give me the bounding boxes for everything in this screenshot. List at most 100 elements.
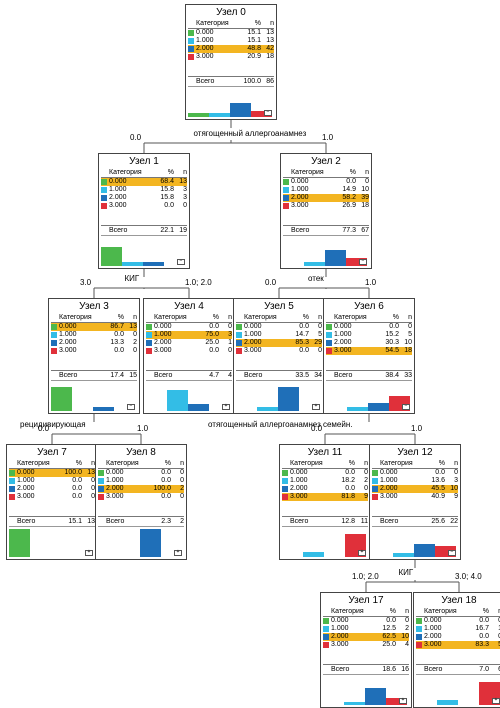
category-swatch: [372, 470, 378, 476]
category-label: 0.000: [331, 617, 349, 624]
expand-icon[interactable]: +: [85, 550, 93, 556]
collapse-icon[interactable]: −: [177, 259, 185, 265]
tree-node[interactable]: Узел 3 Категория% n 0.000 86.7 13 1.000 0.0 0 2.0…: [48, 298, 140, 414]
percent-value: 45.5: [431, 485, 445, 492]
total-label: Всего: [424, 666, 443, 673]
table-row: 3.000 0.0 0: [236, 347, 322, 355]
tree-node[interactable]: Узел 2 Категория% n 0.000 0.0 0 1.000 14.9 10 2.0…: [280, 153, 372, 269]
collapse-icon[interactable]: −: [264, 110, 272, 116]
category-label: 3.000: [244, 347, 262, 354]
bar-2.000: [188, 404, 209, 411]
category-label: 2.000: [290, 485, 308, 492]
category-swatch: [236, 340, 242, 346]
category-label: 2.000: [59, 339, 77, 346]
count-value: 0: [454, 469, 458, 476]
header-cat: Категория: [290, 460, 323, 467]
tree-node[interactable]: Узел 8 Категория% n 0.000 0.0 0 1.000 0.0 0 2.000…: [95, 444, 187, 560]
category-swatch: [236, 332, 242, 338]
count-value: 42: [266, 45, 274, 52]
category-swatch: [326, 348, 332, 354]
table-row: 2.000 100.0 2: [98, 485, 184, 493]
table-row: 3.000 0.0 0: [9, 493, 95, 501]
expand-icon[interactable]: +: [399, 698, 407, 704]
tree-node[interactable]: Узел 18Категория%n0.0000.001.00016.712.0…: [413, 592, 500, 708]
expand-icon[interactable]: +: [358, 550, 366, 556]
category-swatch: [323, 618, 329, 624]
category-label: 1.000: [109, 186, 127, 193]
category-swatch: [98, 494, 104, 500]
tree-node[interactable]: Узел 4 Категория% n 0.000 0.0 0 1.000 75.0 3 2.00…: [143, 298, 235, 414]
category-swatch: [416, 618, 422, 624]
category-label: 1.000: [196, 37, 214, 44]
bar-1.000: [304, 261, 325, 266]
total-label: Всего: [331, 666, 350, 673]
expand-icon[interactable]: +: [222, 404, 230, 410]
category-swatch: [9, 478, 15, 484]
header-pct: %: [75, 460, 82, 467]
percent-value: 62.5: [382, 633, 396, 640]
expand-icon[interactable]: +: [174, 550, 182, 556]
tree-node[interactable]: Узел 0 Категория% n 0.000 15.1 13 1.000 15.1 13 2…: [185, 4, 277, 120]
tree-node[interactable]: Узел 5 Категория% n 0.000 0.0 0 1.000 14.7 5 2.00…: [233, 298, 325, 414]
tree-node[interactable]: Узел 17 Категория% n 0.000 0.0 0 1.000 12.5 2 2.0…: [320, 592, 412, 708]
table-row: 0.000 0.0 0: [282, 469, 368, 477]
bar-1.000: [167, 390, 188, 411]
node-title: Узел 7: [37, 447, 67, 458]
expand-icon[interactable]: +: [492, 698, 500, 704]
tree-node[interactable]: Узел 1 Категория% n 0.000 68.4 13 1.000 15.8 3 2.…: [98, 153, 190, 269]
percent-value: 100.0: [64, 469, 82, 476]
category-label: 1.000: [291, 186, 309, 193]
count-value: 9: [364, 493, 368, 500]
count-value: 18: [361, 202, 369, 209]
count-value: 0: [365, 178, 369, 185]
table-row: 1.000 0.0 0: [51, 331, 137, 339]
total-row: Всего 17.4 15: [51, 370, 137, 380]
total-row: Всего 22.1 19: [101, 225, 187, 235]
percent-value: 0.0: [299, 347, 309, 354]
split-label: отек: [308, 274, 324, 283]
branch-label: 0.0: [265, 278, 277, 287]
count-value: 5: [408, 331, 412, 338]
table-header: Категория% n: [372, 460, 458, 469]
node-bar-chart: −: [188, 86, 274, 117]
bar-1.000: [393, 553, 414, 557]
header-pct: %: [349, 169, 356, 176]
category-swatch: [101, 195, 107, 201]
split-label: рецидивирующая: [20, 420, 86, 429]
tree-node[interactable]: Узел 12 Категория% n 0.000 0.0 0 1.000 13.6 3 2.0…: [369, 444, 461, 560]
expand-icon[interactable]: +: [312, 404, 320, 410]
header-cat: Категория: [17, 460, 50, 467]
count-value: 13: [266, 37, 274, 44]
tree-node[interactable]: Узел 7 Категория% n 0.000 100.0 13 1.000 0.0 0 2.…: [6, 444, 98, 560]
count-value: 3: [228, 331, 232, 338]
percent-value: 58.2: [342, 194, 356, 201]
category-swatch: [282, 470, 288, 476]
bar-2.000: [368, 402, 389, 411]
table-row: 0.000 0.0 0: [372, 469, 458, 477]
bar-2.000: [140, 529, 161, 557]
header-n: n: [489, 608, 500, 616]
collapse-icon[interactable]: −: [448, 550, 456, 556]
collapse-icon[interactable]: −: [359, 259, 367, 265]
header-n: n: [408, 314, 412, 321]
tree-node[interactable]: Узел 6 Категория% n 0.000 0.0 0 1.000 15.2 5 2.00…: [323, 298, 415, 414]
collapse-icon[interactable]: −: [127, 404, 135, 410]
branch-label: 0.0: [38, 424, 50, 433]
table-row: 1.000 18.2 2: [282, 477, 368, 485]
percent-value: 15.1: [247, 37, 261, 44]
percent-value: 100.0: [153, 485, 171, 492]
split-label: отягощенный аллергоанамнез семейн.: [208, 420, 353, 429]
category-swatch: [283, 195, 289, 201]
tree-node[interactable]: Узел 11 Категория% n 0.000 0.0 0 1.000 18.2 2 2.0…: [279, 444, 371, 560]
percent-value: 0.0: [345, 469, 355, 476]
total-percent: 100.0: [243, 78, 261, 85]
count-value: 5: [489, 641, 500, 649]
collapse-icon[interactable]: −: [402, 404, 410, 410]
node-table: Категория% n 0.000 0.0 0 1.000 15.2 5 2.000 30.3 1…: [326, 314, 412, 355]
header-n: n: [91, 460, 95, 467]
percent-value: 16.7: [475, 625, 489, 632]
category-swatch: [282, 494, 288, 500]
